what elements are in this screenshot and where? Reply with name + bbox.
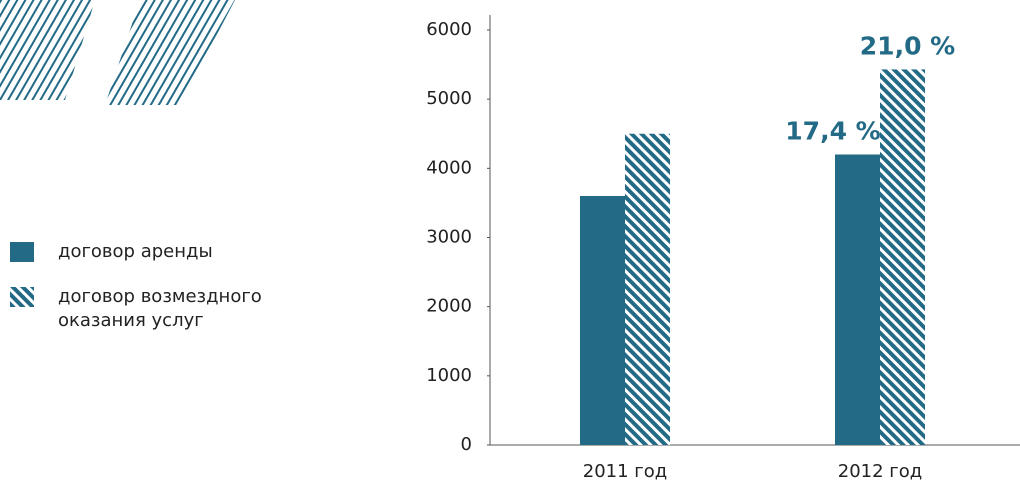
legend-swatch (10, 287, 34, 307)
y-tick-label: 6000 (426, 19, 472, 40)
decoration (0, 0, 95, 100)
bar (880, 69, 925, 446)
legend-item: договор возмездного оказания услуг (10, 285, 308, 333)
legend-swatch (10, 242, 34, 262)
annotation: 21,0 % (860, 31, 955, 60)
y-tick-label: 3000 (426, 227, 472, 248)
x-tick-label: 2012 год (838, 461, 922, 482)
swatch (10, 287, 34, 307)
y-tick-label: 0 (461, 434, 472, 455)
y-tick-label: 1000 (426, 365, 472, 386)
bar (625, 133, 670, 445)
bar (835, 154, 880, 445)
legend-item: договор аренды (10, 240, 308, 264)
decoration (105, 0, 235, 105)
y-tick-label: 2000 (426, 296, 472, 317)
legend-label: договор возмездного оказания услуг (58, 286, 262, 331)
y-tick-label: 4000 (426, 157, 472, 178)
annotation: 17,4 % (785, 117, 880, 146)
swatch (10, 242, 34, 262)
bar (580, 196, 625, 445)
y-tick-label: 5000 (426, 88, 472, 109)
x-tick-label: 2011 год (583, 461, 667, 482)
legend-label: договор аренды (58, 241, 213, 262)
